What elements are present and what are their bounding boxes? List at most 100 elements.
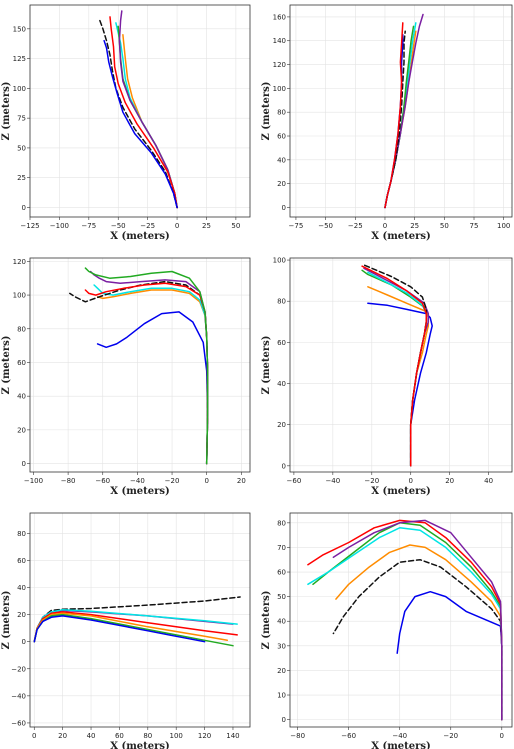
chart-panel: −125 −100 −75 −50 −25 0 25 50 0 25 50 75 100 125 150 X … (1, 4, 251, 242)
y-tick-label: −40 (11, 692, 26, 700)
y-tick-label: 10 (277, 692, 286, 700)
y-tick-label: 140 (273, 37, 286, 45)
x-tick-label: 75 (470, 222, 479, 230)
x-tick-label: −100 (24, 477, 43, 485)
y-tick-label: −20 (11, 665, 26, 673)
y-tick-label: 80 (277, 109, 286, 117)
x-tick-label: 0 (409, 477, 413, 485)
y-tick-label: 0 (22, 204, 26, 212)
y-tick-label: 80 (277, 298, 286, 306)
x-tick-label: −25 (140, 222, 155, 230)
x-tick-label: −60 (95, 477, 110, 485)
y-tick-label: 0 (282, 204, 286, 212)
y-tick-label: 150 (13, 25, 26, 33)
y-tick-label: 50 (277, 593, 286, 601)
y-tick-label: 20 (17, 426, 26, 434)
x-tick-label: −75 (289, 222, 304, 230)
x-tick-label: −25 (348, 222, 363, 230)
y-tick-label: 100 (273, 257, 286, 265)
y-tick-label: −60 (11, 719, 26, 727)
y-tick-label: 20 (17, 611, 26, 619)
y-tick-label: 0 (282, 716, 286, 724)
plot-area-frame (289, 257, 513, 473)
x-tick-label: −80 (290, 732, 305, 740)
y-tick-label: 100 (13, 85, 26, 93)
series-line (332, 558, 503, 721)
x-tick-label: 20 (445, 477, 454, 485)
x-tick-label: −40 (325, 477, 340, 485)
x-tick-label: −60 (341, 732, 356, 740)
y-tick-label: 20 (277, 180, 286, 188)
series-line (335, 544, 503, 721)
chart-panel: −75 −50 −25 0 25 50 75 100 0 20 40 60 80 100 120 140 160… (261, 4, 513, 242)
y-tick-label: 40 (277, 618, 286, 626)
x-tick-label: −100 (50, 222, 69, 230)
series-line (307, 519, 503, 721)
x-tick-label: −20 (165, 477, 180, 485)
x-tick-label: 25 (202, 222, 211, 230)
y-tick-label: 60 (277, 569, 286, 577)
chart-panel: −80 −60 −40 −20 0 0 10 20 30 40 50 60 70 80 X (meters)… (261, 512, 513, 749)
y-axis-label: Z (meters) (1, 335, 12, 394)
x-tick-label: 120 (198, 732, 211, 740)
series-line (69, 280, 209, 465)
y-tick-label: 160 (273, 13, 286, 21)
x-axis-label: X (meters) (110, 231, 170, 242)
y-axis-label: Z (meters) (261, 81, 272, 140)
series-line (33, 612, 229, 643)
x-tick-label: 0 (383, 222, 387, 230)
x-tick-label: 0 (500, 732, 504, 740)
x-tick-label: −20 (443, 732, 458, 740)
y-tick-label: 125 (13, 55, 26, 63)
series-line (89, 270, 209, 465)
series-line (93, 284, 209, 465)
x-tick-label: 50 (440, 222, 449, 230)
x-tick-label: 140 (226, 732, 239, 740)
series-line (396, 590, 503, 721)
series-line (307, 527, 503, 721)
y-tick-label: 20 (277, 667, 286, 675)
x-tick-label: 100 (170, 732, 183, 740)
x-tick-label: −50 (111, 222, 126, 230)
y-tick-label: 80 (17, 530, 26, 538)
x-axis-label: X (meters) (371, 231, 431, 242)
y-tick-label: 75 (17, 115, 26, 123)
y-tick-label: 40 (277, 156, 286, 164)
x-axis-label: X (meters) (371, 741, 431, 749)
x-tick-label: 20 (237, 477, 246, 485)
series-line (332, 519, 503, 721)
series-line (98, 18, 178, 209)
y-tick-label: 60 (277, 133, 286, 141)
y-tick-label: 120 (273, 61, 286, 69)
x-tick-label: 0 (175, 222, 179, 230)
x-axis-label: X (meters) (110, 741, 170, 749)
x-tick-label: 0 (204, 477, 208, 485)
x-tick-label: 40 (87, 732, 96, 740)
plot-area-frame (289, 512, 513, 728)
y-tick-label: 40 (17, 584, 26, 592)
y-tick-label: 120 (13, 258, 26, 266)
x-tick-label: 80 (143, 732, 152, 740)
x-axis-label: X (meters) (371, 486, 431, 497)
chart-panel: −100 −80 −60 −40 −20 0 20 0 20 40 60 80 100 120 X (met… (1, 257, 251, 497)
y-tick-label: 0 (22, 460, 26, 468)
y-tick-label: 60 (17, 557, 26, 565)
series-line (84, 282, 209, 465)
x-tick-label: 0 (32, 732, 36, 740)
y-axis-label: Z (meters) (1, 590, 12, 649)
x-axis-label: X (meters) (110, 486, 170, 497)
x-tick-label: −40 (130, 477, 145, 485)
y-tick-label: 80 (17, 325, 26, 333)
series-line (367, 302, 433, 467)
y-tick-label: 80 (277, 519, 286, 527)
y-tick-label: 70 (277, 544, 286, 552)
series-line (109, 16, 178, 209)
plot-area-frame (29, 257, 251, 473)
x-tick-label: −60 (287, 477, 302, 485)
y-axis-label: Z (meters) (261, 335, 272, 394)
plot-area-frame (29, 4, 251, 218)
series-line (118, 10, 178, 209)
x-tick-label: −75 (81, 222, 96, 230)
x-tick-label: 20 (58, 732, 67, 740)
